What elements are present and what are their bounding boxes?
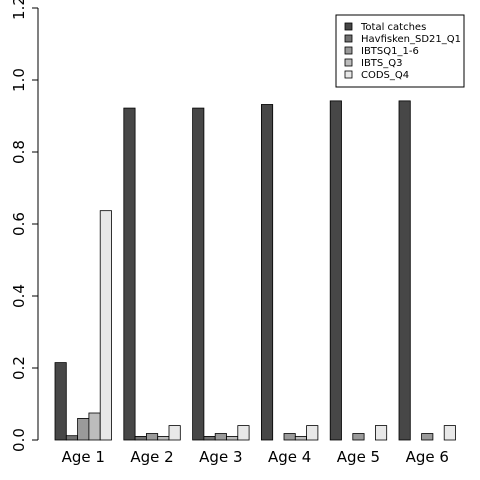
bar-1-age-3 xyxy=(192,107,205,441)
bar-5-age-6 xyxy=(443,425,456,441)
bar-5-age-5 xyxy=(374,425,388,441)
bar-1-age-5 xyxy=(329,100,342,441)
bar-4-age-3 xyxy=(226,435,239,441)
legend-label: Havfisken_SD21_Q1 xyxy=(361,34,461,45)
x-tick-label: Age 5 xyxy=(337,448,380,466)
y-tick-label: 0.0 xyxy=(10,428,28,452)
bar-1-age-1 xyxy=(54,362,67,441)
bar-5-age-4 xyxy=(306,425,319,441)
legend-swatch xyxy=(344,70,353,79)
y-axis: 0.0 0.2 0.4 0.6 0.8 1.0 1.2 xyxy=(10,0,38,452)
x-tick-label: Age 6 xyxy=(406,448,449,466)
y-tick-label: 0.6 xyxy=(10,212,28,236)
bar-2-age-3 xyxy=(203,435,216,441)
bar-4-age-4 xyxy=(294,435,307,441)
x-tick-label: Age 2 xyxy=(130,448,173,466)
bar-3-age-3 xyxy=(214,433,227,441)
legend: Total catchesHavfisken_SD21_Q1IBTSQ1_1-6… xyxy=(335,14,465,88)
legend-label: IBTS_Q3 xyxy=(361,58,403,69)
x-tick-label: Age 1 xyxy=(62,448,105,466)
legend-label: IBTSQ1_1-6 xyxy=(361,46,419,57)
bar-5-age-3 xyxy=(237,425,250,441)
bar-1-age-4 xyxy=(260,104,274,441)
y-tick-label: 0.2 xyxy=(10,356,28,380)
bar-3-age-2 xyxy=(145,433,159,441)
bar-4-age-2 xyxy=(157,435,170,441)
bar-5-age-2 xyxy=(168,425,181,441)
x-tick-label: Age 4 xyxy=(268,448,311,466)
bar-2-age-1 xyxy=(65,435,79,441)
bar-2-age-2 xyxy=(134,435,147,441)
bar-1-age-2 xyxy=(123,107,136,441)
bar-3-age-4 xyxy=(283,433,296,441)
legend-swatch xyxy=(344,58,353,67)
bars xyxy=(54,100,456,441)
y-tick-label: 0.4 xyxy=(10,284,28,308)
bar-4-age-1 xyxy=(88,412,101,441)
legend-swatch xyxy=(344,34,353,43)
x-tick-label: Age 3 xyxy=(199,448,242,466)
legend-swatch xyxy=(344,46,353,55)
y-tick-label: 1.2 xyxy=(10,0,28,20)
x-axis: Age 1 Age 2 Age 3 Age 4 Age 5 Age 6 xyxy=(62,448,449,466)
bar-5-age-1 xyxy=(99,210,112,441)
legend-swatch xyxy=(344,22,353,31)
bar-3-age-5 xyxy=(352,433,365,441)
bar-3-age-1 xyxy=(77,417,90,441)
legend-label: Total catches xyxy=(360,22,426,33)
legend-label: CODS_Q4 xyxy=(361,70,409,81)
y-tick-label: 1.0 xyxy=(10,68,28,92)
legend-box xyxy=(335,14,465,88)
bar-1-age-6 xyxy=(398,100,411,441)
y-tick-label: 0.8 xyxy=(10,140,28,164)
bar-3-age-6 xyxy=(421,433,434,441)
